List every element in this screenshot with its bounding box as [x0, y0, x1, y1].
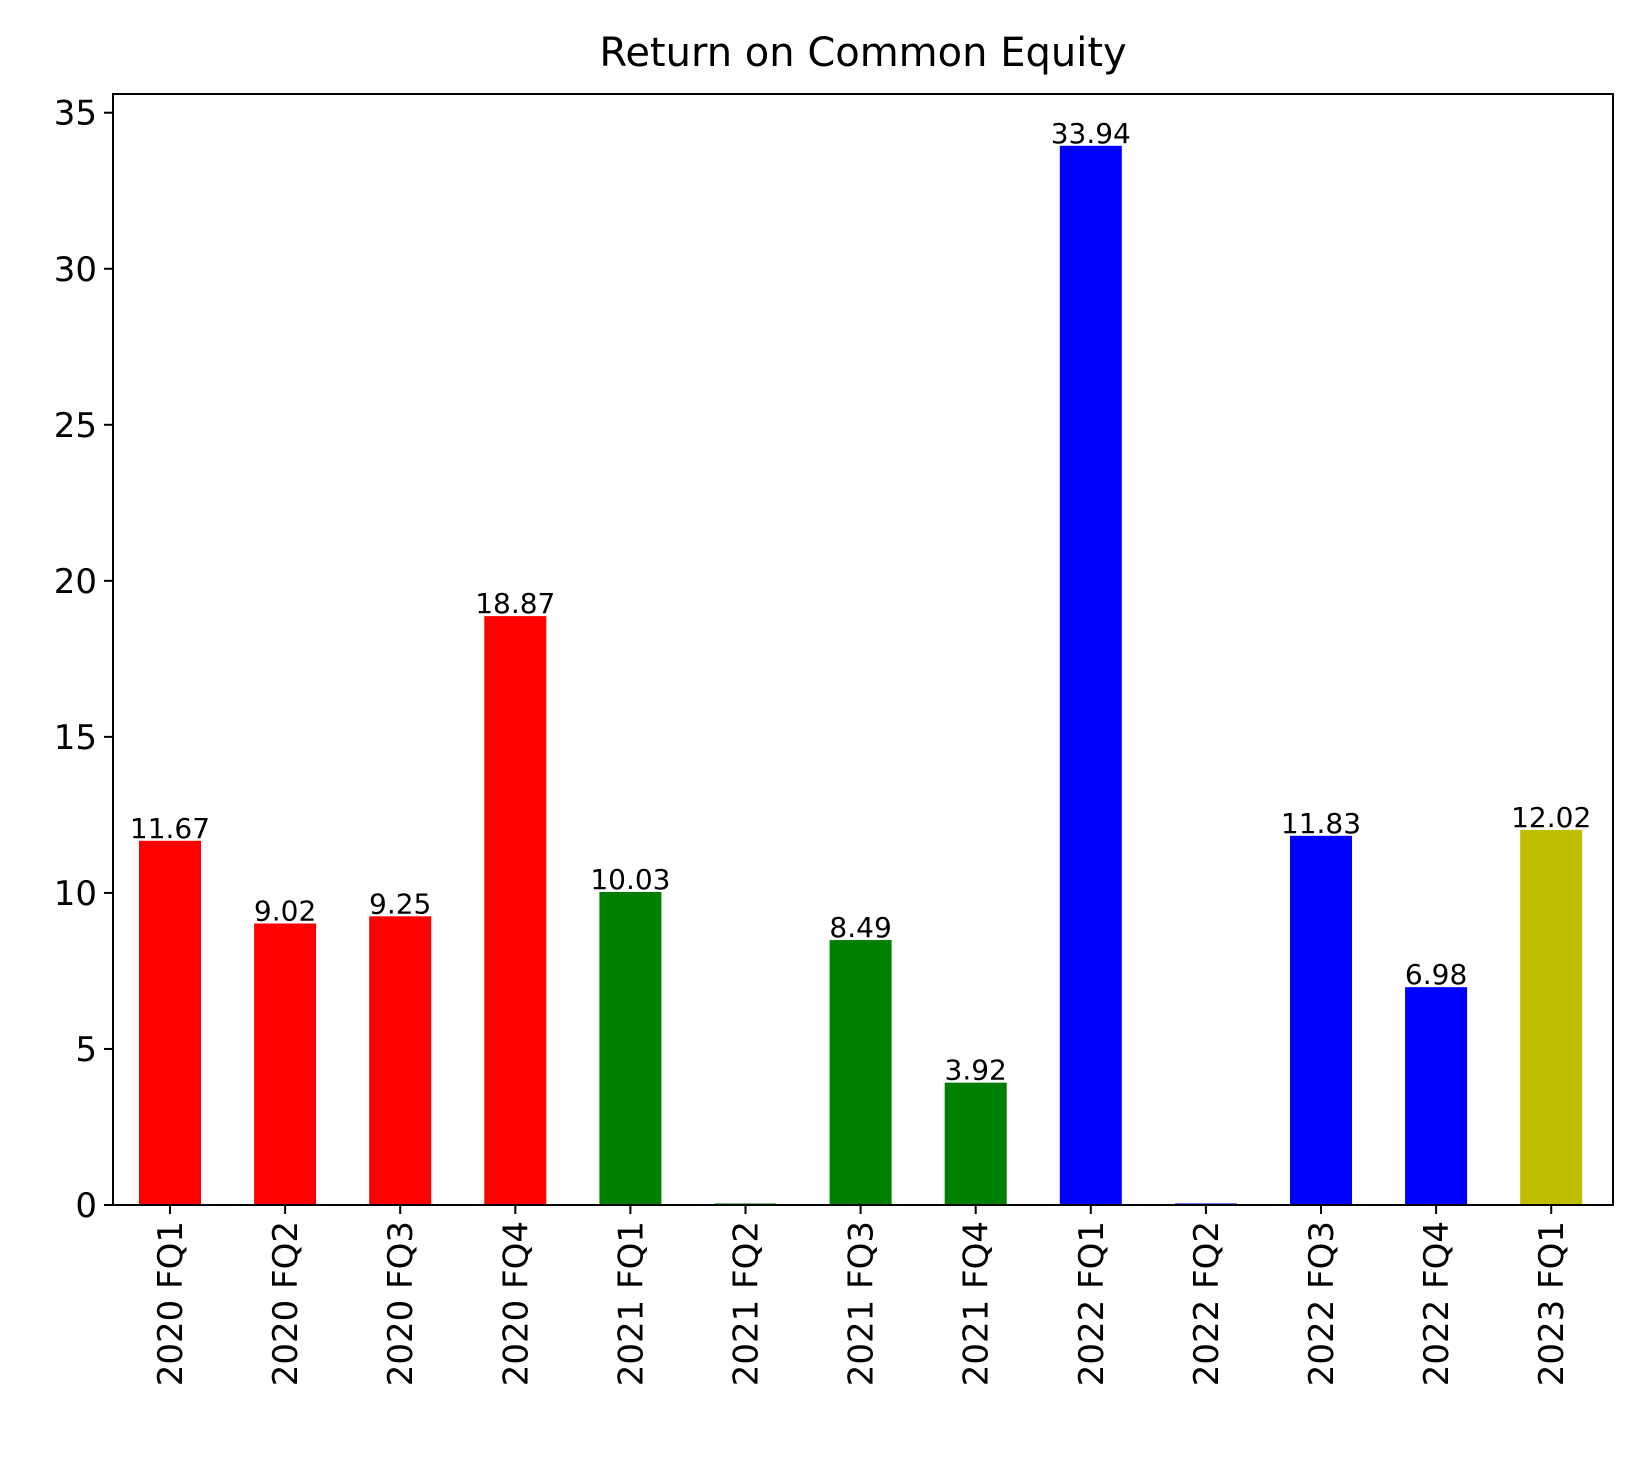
y-tick-label: 10 — [54, 874, 97, 914]
bar-2020-fq3 — [369, 916, 432, 1205]
x-axis: 2020 FQ1 2020 FQ2 2020 FQ3 2020 FQ4 2021 FQ1… — [151, 1205, 1572, 1386]
y-tick-label: 5 — [75, 1030, 97, 1070]
y-tick-label: 15 — [54, 718, 97, 758]
x-tick-label: 2020 FQ3 — [381, 1221, 421, 1386]
x-tick-label: 2022 FQ2 — [1187, 1221, 1227, 1386]
y-tick-label: 0 — [75, 1186, 97, 1226]
bar-value-labels: 11.67 9.02 9.25 18.87 10.03 8.49 3.92 33.94 11.8… — [130, 117, 1591, 1087]
x-tick-label: 2020 FQ1 — [151, 1221, 191, 1386]
x-tick-label: 2021 FQ3 — [842, 1221, 882, 1386]
bar-value-label: 11.67 — [130, 812, 210, 845]
bar-value-label: 9.25 — [369, 887, 431, 920]
y-tick-label: 20 — [54, 562, 97, 602]
bar-value-label: 18.87 — [475, 587, 555, 620]
x-tick-label: 2022 FQ3 — [1302, 1221, 1342, 1386]
bar-2022-fq1 — [1059, 145, 1122, 1205]
bar-2023-fq1 — [1520, 829, 1583, 1205]
bar-value-label: 12.02 — [1511, 801, 1591, 834]
bar-value-label: 10.03 — [590, 863, 670, 896]
bar-2020-fq1 — [139, 840, 201, 1205]
y-tick-label: 35 — [54, 94, 97, 134]
x-tick-label: 2022 FQ4 — [1417, 1221, 1457, 1386]
bar-value-label: 8.49 — [829, 911, 891, 944]
bar-value-label: 33.94 — [1051, 117, 1131, 150]
y-tick-label: 30 — [54, 250, 97, 290]
bar-2021-fq3 — [829, 940, 892, 1205]
x-tick-label: 2021 FQ2 — [727, 1221, 767, 1386]
x-tick-label: 2020 FQ4 — [496, 1221, 536, 1386]
x-tick-label: 2020 FQ2 — [266, 1221, 306, 1386]
chart-title: Return on Common Equity — [599, 30, 1126, 76]
x-tick-label: 2021 FQ1 — [611, 1221, 651, 1386]
x-tick-label: 2021 FQ4 — [957, 1221, 997, 1386]
bar-value-label: 11.83 — [1281, 807, 1361, 840]
plot-frame — [112, 93, 1614, 1206]
bar-2021-fq4 — [944, 1082, 1007, 1205]
bar-value-label: 3.92 — [945, 1054, 1007, 1087]
bar-2022-fq4 — [1405, 987, 1468, 1205]
x-tick-label: 2023 FQ1 — [1532, 1221, 1572, 1386]
bar-2021-fq1 — [599, 891, 662, 1205]
bar-value-label: 9.02 — [254, 895, 316, 928]
bar-2020-fq4 — [484, 616, 547, 1205]
bars-group — [139, 145, 1583, 1205]
x-tick-label: 2022 FQ1 — [1072, 1221, 1112, 1386]
y-axis: 0 5 10 15 20 25 30 35 — [54, 94, 113, 1226]
bar-2022-fq3 — [1290, 835, 1352, 1205]
bar-2020-fq2 — [254, 923, 317, 1205]
y-tick-label: 25 — [54, 406, 97, 446]
bar-value-label: 6.98 — [1405, 958, 1467, 991]
